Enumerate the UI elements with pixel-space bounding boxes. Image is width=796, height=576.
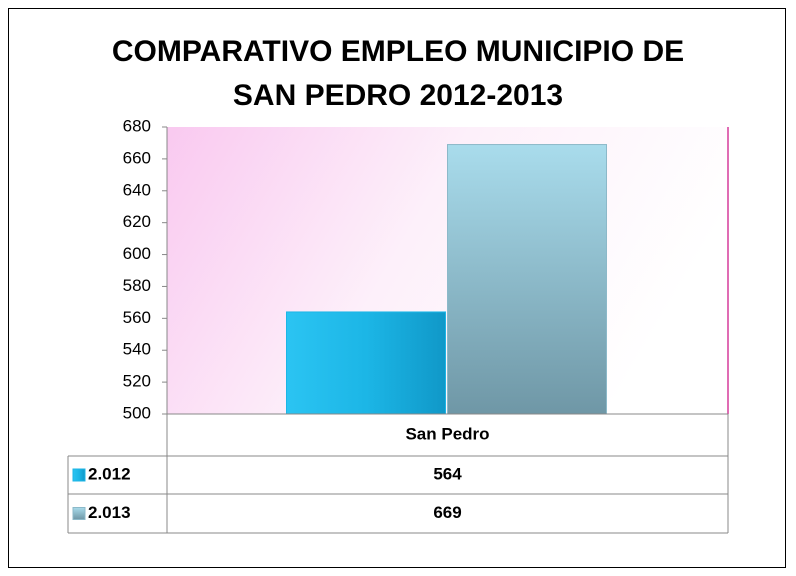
y-tick-label: 600 <box>123 244 151 263</box>
bar <box>286 311 446 415</box>
y-tick-label: 500 <box>123 403 151 422</box>
table-value: 564 <box>433 464 462 483</box>
y-tick-label: 620 <box>123 212 151 231</box>
y-tick-label: 640 <box>123 180 151 199</box>
legend-swatch <box>72 507 86 520</box>
legend-swatch <box>72 468 86 482</box>
table-value: 669 <box>433 503 461 522</box>
y-tick-label: 520 <box>123 372 151 391</box>
y-tick-label: 540 <box>123 340 151 359</box>
legend-label: 2.013 <box>88 503 131 522</box>
y-tick-label: 580 <box>123 276 151 295</box>
x-tick-label: San Pedro <box>405 424 489 443</box>
y-tick-label: 660 <box>123 148 151 167</box>
y-tick-label: 560 <box>123 308 151 327</box>
bar <box>447 144 607 415</box>
chart-frame <box>8 8 786 568</box>
chart-title: COMPARATIVO EMPLEO MUNICIPIO DE SAN PEDR… <box>111 35 685 112</box>
y-tick-label: 680 <box>123 116 151 135</box>
legend-label: 2.012 <box>88 464 131 483</box>
